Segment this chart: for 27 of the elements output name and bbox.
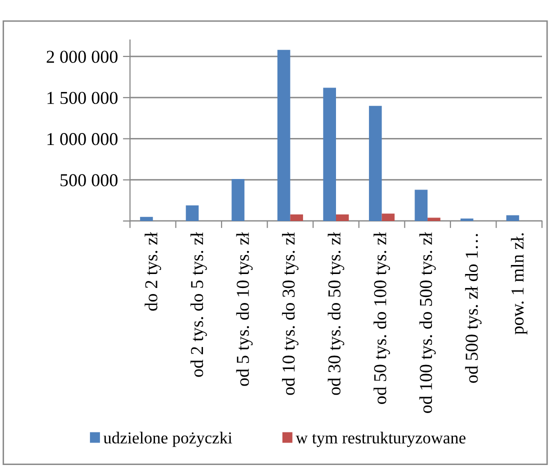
- bar: [290, 214, 304, 221]
- legend-label: udzielone pożyczki: [104, 432, 232, 447]
- x-tick-label: do 2 tys. zł: [144, 232, 162, 311]
- bar: [323, 88, 336, 221]
- y-tick-label: 1 500 000: [48, 92, 118, 104]
- x-tick-label: od 500 tys. zł do 1…: [465, 234, 482, 383]
- y-tick-label: 500 000: [60, 174, 118, 186]
- x-tick-label: od 5 tys. do 10 tys. zł: [236, 232, 253, 386]
- y-tick-label: 2 000 000: [46, 50, 118, 63]
- x-tick-label: od 50 tys. do 100 tys. zł: [374, 232, 390, 404]
- bar: [336, 214, 349, 221]
- bar: [186, 205, 199, 221]
- bar: [140, 216, 153, 221]
- bar: [232, 179, 244, 221]
- x-tick-label: od 30 tys. do 50 tys. zł: [328, 232, 344, 395]
- bar: [382, 214, 395, 221]
- bar: [368, 106, 382, 221]
- bar: [428, 218, 440, 221]
- x-tick-label: pow. 1 mln zł.: [510, 233, 528, 334]
- x-tick-label: od 2 tys. do 5 tys. zł: [190, 232, 207, 377]
- bar: [277, 50, 290, 221]
- legend-label: w tym restrukturyzowane: [296, 432, 466, 447]
- x-tick-label: od 100 tys. do 500 tys. zł: [419, 232, 436, 413]
- bar: [414, 190, 428, 221]
- x-tick-label: od 10 tys. do 30 tys. zł: [282, 232, 298, 395]
- bar: [506, 215, 520, 221]
- y-tick-label: 1 000 000: [48, 132, 118, 146]
